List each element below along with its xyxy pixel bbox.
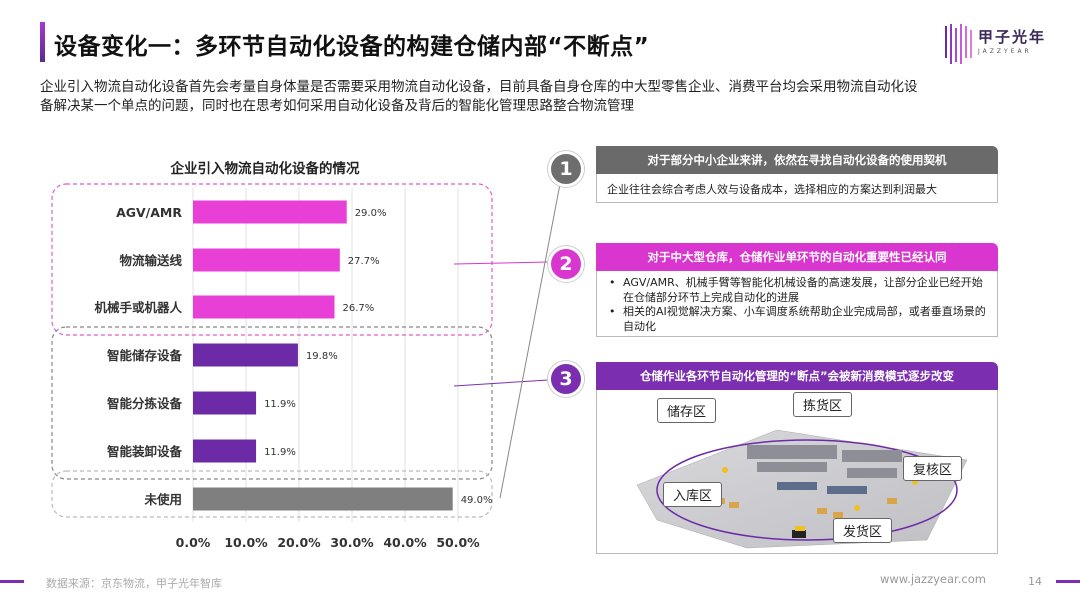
category-label: 智能分拣设备 bbox=[106, 396, 183, 411]
point-card-3-heading: 仓储作业各环节自动化管理的“断点”会被新消费模式逐步改变 bbox=[596, 362, 998, 390]
zone-label-inbound: 入库区 bbox=[663, 482, 723, 507]
point-number-3: 3 bbox=[548, 361, 584, 397]
bar bbox=[193, 200, 347, 224]
point-card-2-bullet: 相关的AI视觉解决方案、小车调度系统帮助企业完成局部，或者垂直场景的自动化 bbox=[607, 305, 987, 334]
page-number: 14 bbox=[1028, 575, 1042, 588]
website-link[interactable]: www.jazzyear.com bbox=[880, 572, 986, 586]
x-tick-label: 20.0% bbox=[277, 535, 321, 550]
zone-label-picking: 拣货区 bbox=[793, 392, 853, 417]
point-card-2: 对于中大型仓库，仓储作业单环节的自动化重要性已经认同 AGV/AMR、机械手臂等… bbox=[596, 243, 998, 337]
point-card-1-heading: 对于部分中小企业来讲，依然在寻找自动化设备的使用契机 bbox=[596, 146, 998, 174]
footer-accent-left bbox=[0, 580, 24, 583]
data-label: 11.9% bbox=[264, 399, 296, 410]
data-label: 49.0% bbox=[461, 495, 493, 506]
point-card-2-body: AGV/AMR、机械手臂等智能化机械设备的高速发展，让部分企业已经开始在仓储部分… bbox=[596, 271, 998, 337]
warehouse-illustration: 储存区 拣货区 复核区 入库区 发货区 bbox=[596, 390, 998, 554]
category-label: AGV/AMR bbox=[116, 205, 182, 220]
data-label: 26.7% bbox=[343, 303, 375, 314]
page-title: 设备变化一：多环节自动化设备的构建仓储内部“不断点” bbox=[54, 34, 650, 60]
point-number-1: 1 bbox=[548, 151, 584, 187]
chart-group-box bbox=[51, 183, 493, 336]
logo-mark-icon bbox=[945, 24, 972, 64]
x-tick-label: 50.0% bbox=[436, 535, 480, 550]
data-label: 27.7% bbox=[348, 256, 380, 267]
bar bbox=[193, 295, 335, 319]
category-label: 物流输送线 bbox=[119, 253, 182, 268]
x-tick-label: 0.0% bbox=[176, 535, 211, 550]
category-label: 智能储存设备 bbox=[106, 348, 183, 363]
point-card-3: 仓储作业各环节自动化管理的“断点”会被新消费模式逐步改变 bbox=[596, 362, 998, 554]
bar bbox=[193, 248, 340, 272]
data-label: 11.9% bbox=[264, 447, 296, 458]
brand-logo: 甲子光年 JAZZYEAR bbox=[944, 22, 1064, 66]
x-tick-label: 40.0% bbox=[383, 535, 427, 550]
chart-group-box bbox=[51, 470, 493, 518]
chart-title: 企业引入物流自动化设备的情况 bbox=[170, 160, 360, 177]
bar bbox=[193, 343, 298, 367]
x-tick-label: 10.0% bbox=[224, 535, 268, 550]
data-source: 数据来源：京东物流，甲子光年智库 bbox=[46, 577, 222, 590]
data-label: 29.0% bbox=[355, 208, 387, 219]
zone-label-storage: 储存区 bbox=[657, 398, 717, 423]
zone-label-outbound: 发货区 bbox=[833, 518, 893, 543]
key-points-panel: 1 2 3 对于部分中小企业来讲，依然在寻找自动化设备的使用契机 企业往往会综合… bbox=[548, 146, 1008, 556]
bar bbox=[193, 391, 257, 415]
category-label: 未使用 bbox=[143, 492, 182, 507]
bar bbox=[193, 439, 257, 463]
footer-accent-right bbox=[1056, 580, 1080, 583]
logo-name: 甲子光年 bbox=[978, 28, 1047, 46]
category-label: 智能装卸设备 bbox=[106, 444, 183, 459]
logo-subtitle: JAZZYEAR bbox=[978, 48, 1032, 55]
point-card-2-heading: 对于中大型仓库，仓储作业单环节的自动化重要性已经认同 bbox=[596, 243, 998, 271]
point-card-2-bullet: AGV/AMR、机械手臂等智能化机械设备的高速发展，让部分企业已经开始在仓储部分… bbox=[607, 276, 987, 305]
point-card-1: 对于部分中小企业来讲，依然在寻找自动化设备的使用契机 企业往往会综合考虑人效与设… bbox=[596, 146, 998, 203]
category-label: 机械手或机器人 bbox=[94, 300, 182, 315]
title-accent-bar bbox=[40, 22, 45, 62]
bar-chart: 企业引入物流自动化设备的情况 0.0% 10.0% 20.0% 30.0% 40.0% 50… bbox=[51, 160, 493, 550]
zone-label-review: 复核区 bbox=[903, 456, 963, 481]
bar bbox=[193, 487, 453, 511]
point-card-1-body: 企业往往会综合考虑人效与设备成本，选择相应的方案达到利润最大 bbox=[596, 174, 998, 203]
point-number-2: 2 bbox=[548, 246, 584, 282]
intro-paragraph: 企业引入物流自动化设备首先会考量自身体量是否需要采用物流自动化设备，目前具备自身… bbox=[40, 79, 918, 114]
x-tick-label: 30.0% bbox=[330, 535, 374, 550]
chart-group-box bbox=[51, 326, 493, 480]
data-label: 19.8% bbox=[306, 351, 338, 362]
